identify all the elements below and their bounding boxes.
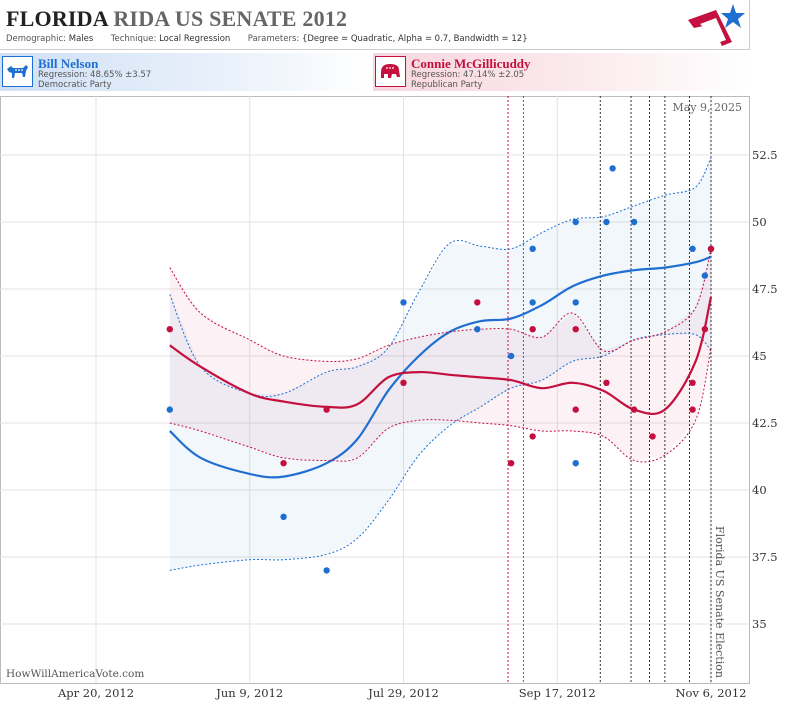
date-stamp: May 9, 2025 — [672, 101, 742, 114]
rep-poll-point — [474, 299, 481, 306]
y-tick-label: 52.5 — [752, 148, 778, 162]
parameters-value: {Degree = Quadratic, Alpha = 0.7, Bandwi… — [301, 34, 528, 44]
dem-poll-point — [166, 406, 173, 413]
rep-poll-point — [649, 433, 656, 440]
rep-poll-point — [507, 460, 515, 467]
dem-poll-point — [507, 352, 515, 360]
rep-poll-point — [603, 379, 610, 386]
rep-party: Republican Party — [411, 80, 483, 90]
dem-poll-point — [572, 460, 579, 467]
rep-poll-point — [280, 460, 287, 467]
rep-poll-point — [572, 326, 579, 333]
y-tick-label: 42.5 — [752, 416, 778, 430]
y-tick-label: 40 — [752, 483, 767, 497]
dem-poll-point — [603, 218, 610, 226]
dem-poll-point — [280, 513, 287, 520]
rep-candidate-name: Connie McGillicuddy — [411, 56, 531, 71]
x-tick-label: Jul 29, 2012 — [367, 686, 439, 700]
x-tick-label: Jun 9, 2012 — [215, 686, 283, 700]
rep-poll-point — [572, 406, 579, 413]
dem-trend-line — [169, 255, 712, 479]
star-logo-icon — [688, 4, 745, 46]
dem-upper-bound — [169, 157, 712, 398]
donkey-icon — [2, 56, 33, 87]
dem-regression: Regression: 48.65% ±3.57 — [38, 70, 152, 80]
technique-label: Technique: — [110, 34, 157, 44]
dem-party: Democratic Party — [38, 80, 112, 90]
y-tick-label: 45 — [752, 349, 767, 363]
y-tick-label: 50 — [752, 215, 767, 229]
rep-poll-point — [400, 379, 407, 386]
rep-poll-point — [689, 406, 696, 413]
y-tick-label: 37.5 — [752, 550, 778, 564]
rep-poll-point — [529, 326, 536, 333]
dem-poll-point — [689, 245, 696, 252]
rep-poll-point — [701, 326, 709, 333]
dem-poll-point — [572, 299, 579, 306]
dem-poll-point — [609, 165, 616, 172]
rep-lower-bound — [169, 347, 712, 463]
rep-regression: Regression: 47.14% ±2.05 — [411, 70, 525, 80]
technique-value: Local Regression — [159, 34, 231, 44]
title-race: RIDA US SENATE 2012 — [113, 6, 348, 31]
parameters-label: Parameters: — [247, 34, 300, 44]
rep-trend-line — [169, 296, 713, 416]
dem-poll-point — [529, 299, 536, 306]
rep-poll-point — [166, 326, 173, 333]
candidate-dem: Bill Nelson Regression: 48.65% ±3.57 Dem… — [0, 53, 372, 91]
dem-confidence-band — [169, 157, 712, 571]
dem-poll-point — [400, 299, 407, 306]
dem-poll-point — [630, 218, 638, 226]
rep-poll-point — [689, 379, 696, 386]
rep-poll-point — [630, 406, 638, 413]
x-tick-label: Sep 17, 2012 — [519, 686, 596, 700]
demographic-value: Males — [68, 34, 94, 44]
x-tick-label: Apr 20, 2012 — [57, 686, 134, 700]
dem-lower-bound — [169, 332, 712, 571]
dem-candidate-name: Bill Nelson — [38, 56, 99, 71]
dem-poll-point — [701, 272, 709, 279]
parameters-line: Demographic: Males Technique: Local Regr… — [6, 34, 528, 44]
demographic-label: Demographic: — [6, 34, 67, 44]
election-label: Florida US Senate Election — [713, 526, 726, 678]
y-tick-label: 47.5 — [752, 282, 778, 296]
site-credit: HowWillAmericaVote.com — [6, 668, 145, 680]
chart-header: FLORIDA RIDA US SENATE 2012 Demographic:… — [0, 0, 750, 50]
elephant-icon — [375, 56, 406, 87]
y-tick-label: 35 — [752, 617, 767, 631]
chart-title: FLORIDA RIDA US SENATE 2012 — [6, 6, 347, 32]
dem-poll-point — [572, 218, 579, 226]
rep-poll-point — [529, 433, 536, 440]
dem-poll-point — [323, 567, 330, 574]
rep-upper-bound — [169, 248, 712, 363]
x-tick-label: Nov 6, 2012 — [675, 686, 746, 700]
rep-poll-point — [323, 406, 330, 413]
dem-poll-point — [529, 245, 536, 252]
title-state: FLORIDA — [6, 6, 108, 31]
dem-poll-point — [474, 326, 481, 333]
candidate-rep: Connie McGillicuddy Regression: 47.14% ±… — [373, 53, 749, 91]
rep-poll-point — [707, 245, 715, 252]
